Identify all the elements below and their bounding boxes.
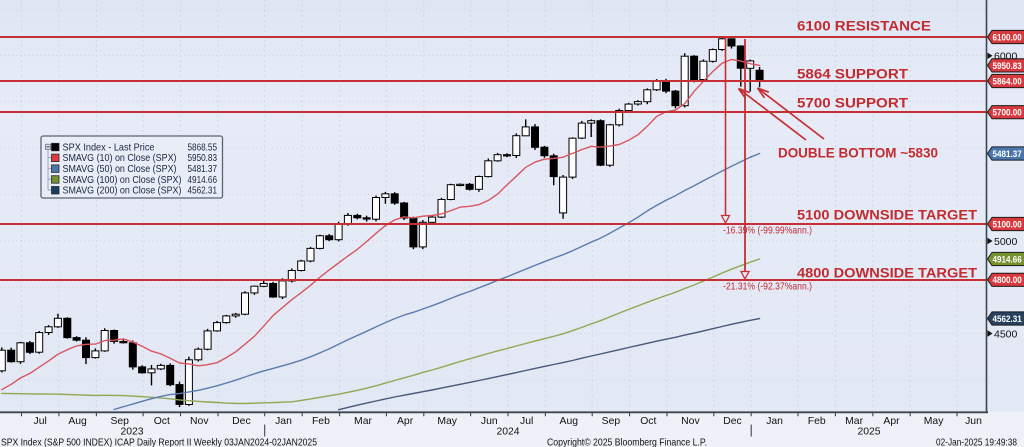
svg-text:May: May — [437, 416, 457, 427]
svg-text:DOUBLE BOTTOM ~5830: DOUBLE BOTTOM ~5830 — [778, 146, 938, 161]
svg-text:Nov: Nov — [190, 416, 209, 427]
svg-text:May: May — [924, 416, 944, 427]
svg-text:5700 SUPPORT: 5700 SUPPORT — [797, 96, 909, 111]
svg-text:Sep: Sep — [110, 416, 129, 427]
svg-text:Jul: Jul — [520, 416, 533, 427]
svg-text:2024: 2024 — [496, 427, 519, 438]
svg-text:4914.66: 4914.66 — [188, 175, 218, 186]
svg-text:Jan: Jan — [766, 416, 783, 427]
svg-text:Aug: Aug — [68, 416, 87, 427]
svg-text:Nov: Nov — [681, 416, 700, 427]
svg-text:Jan: Jan — [275, 416, 292, 427]
svg-text:5100.00: 5100.00 — [993, 219, 1022, 229]
svg-text:02-Jan-2025 19:49:38: 02-Jan-2025 19:49:38 — [936, 437, 1017, 447]
svg-text:5868.55: 5868.55 — [188, 142, 218, 153]
svg-text:5100 DOWNSIDE TARGET: 5100 DOWNSIDE TARGET — [797, 208, 978, 223]
svg-text:Dec: Dec — [232, 416, 250, 427]
svg-text:-21.31% (-92.37%ann.): -21.31% (-92.37%ann.) — [723, 282, 812, 293]
svg-text:Jul: Jul — [34, 416, 47, 427]
svg-text:Aug: Aug — [560, 416, 579, 427]
svg-text:Feb: Feb — [312, 416, 330, 427]
svg-text:SMAVG (200) on Close (SPX): SMAVG (200) on Close (SPX) — [63, 186, 182, 197]
svg-text:Dec: Dec — [723, 416, 741, 427]
svg-text:Mar: Mar — [845, 416, 863, 427]
svg-text:Apr: Apr — [883, 416, 900, 427]
svg-text:Oct: Oct — [154, 416, 170, 427]
svg-text:Mar: Mar — [354, 416, 372, 427]
svg-text:5481.37: 5481.37 — [188, 164, 218, 175]
svg-text:Oct: Oct — [640, 416, 656, 427]
svg-text:6000: 6000 — [994, 51, 1018, 63]
svg-text:6100.00: 6100.00 — [993, 32, 1022, 42]
svg-text:5481.37: 5481.37 — [993, 149, 1022, 159]
svg-text:5864.00: 5864.00 — [993, 76, 1022, 86]
svg-text:SMAVG (100) on Close (SPX): SMAVG (100) on Close (SPX) — [63, 175, 182, 186]
svg-text:4914.66: 4914.66 — [993, 254, 1022, 264]
svg-text:Jun: Jun — [481, 416, 498, 427]
svg-text:SPX Index - Last Price: SPX Index - Last Price — [63, 142, 155, 153]
svg-text:Apr: Apr — [397, 416, 414, 427]
svg-text:Jun: Jun — [965, 416, 982, 427]
svg-text:5000: 5000 — [994, 236, 1018, 248]
svg-text:5950.83: 5950.83 — [993, 61, 1022, 71]
svg-text:4500: 4500 — [994, 328, 1018, 340]
svg-text:4800 DOWNSIDE TARGET: 4800 DOWNSIDE TARGET — [797, 266, 978, 281]
svg-text:4562.31: 4562.31 — [188, 186, 218, 197]
svg-text:4800.00: 4800.00 — [993, 275, 1022, 285]
svg-text:2025: 2025 — [857, 427, 880, 438]
svg-text:2023: 2023 — [120, 427, 143, 438]
svg-text:-16.39% (-99.99%ann.): -16.39% (-99.99%ann.) — [723, 226, 812, 237]
svg-text:Copyright© 2025 Bloomberg Fina: Copyright© 2025 Bloomberg Finance L.P. — [547, 437, 707, 447]
svg-text:SPX Index (S&P 500 INDEX) ICAP: SPX Index (S&P 500 INDEX) ICAP Daily Rep… — [1, 437, 317, 447]
svg-text:Feb: Feb — [808, 416, 826, 427]
svg-text:6100 RESISTANCE: 6100 RESISTANCE — [797, 19, 931, 34]
svg-text:SMAVG (50) on Close (SPX): SMAVG (50) on Close (SPX) — [63, 164, 177, 175]
svg-text:Sep: Sep — [602, 416, 621, 427]
svg-text:SMAVG (10) on Close (SPX): SMAVG (10) on Close (SPX) — [63, 153, 177, 164]
svg-text:5864 SUPPORT: 5864 SUPPORT — [797, 67, 909, 82]
svg-text:5700.00: 5700.00 — [993, 108, 1022, 118]
svg-text:5950.83: 5950.83 — [188, 153, 218, 164]
svg-text:4562.31: 4562.31 — [993, 314, 1022, 324]
